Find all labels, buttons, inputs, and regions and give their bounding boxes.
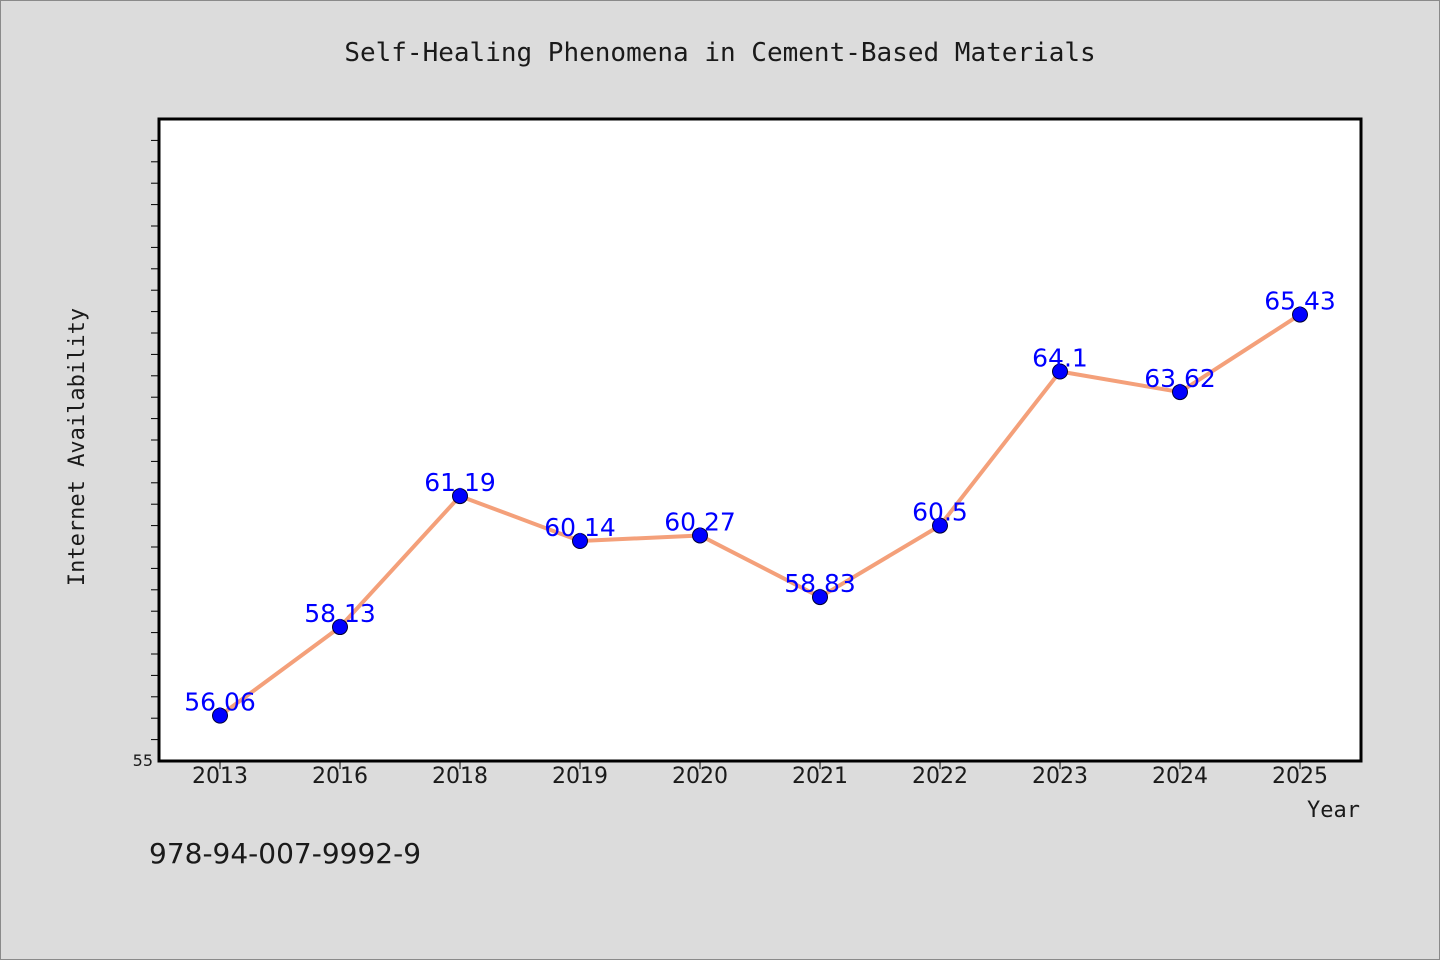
x-tick-label: 2019 — [552, 764, 608, 789]
x-tick-label: 2013 — [192, 764, 248, 789]
x-tick-label: 2016 — [312, 764, 368, 789]
data-label: 58.13 — [304, 599, 376, 628]
series-line-group — [218, 312, 1302, 718]
x-tick-label: 2021 — [792, 764, 848, 789]
data-point — [1172, 384, 1188, 401]
y-axis-ticks — [151, 139, 159, 741]
x-tick-label: 2020 — [672, 764, 728, 789]
x-tick-label: 2023 — [1032, 764, 1088, 789]
data-label: 64.1 — [1032, 344, 1088, 373]
data-point — [1292, 306, 1308, 323]
data-point — [812, 589, 828, 606]
data-point — [332, 619, 348, 636]
x-axis-ticks: 2013 2016 2018 2019 2020 2021 2022 2023 2024 2025 — [192, 761, 1328, 789]
data-label: 58.83 — [784, 569, 856, 598]
x-tick-label: 2025 — [1272, 764, 1328, 789]
data-labels-group: 56.06 58.13 61.19 60.14 60.27 58.83 60.5 64.1 63… — [184, 287, 1336, 717]
data-label: 63.62 — [1144, 364, 1216, 393]
data-label: 61.19 — [424, 468, 496, 497]
data-label: 65.43 — [1264, 287, 1336, 316]
plot-area — [157, 117, 1363, 763]
x-axis-label: Year — [1307, 798, 1360, 823]
data-label: 60.27 — [664, 507, 736, 536]
data-point — [932, 517, 948, 534]
series-line — [218, 312, 1302, 718]
series-points-group — [212, 306, 1308, 724]
isbn-footer: 978-94-007-9992-9 — [149, 837, 421, 870]
x-tick-label: 2024 — [1152, 764, 1208, 789]
y-tick-label: 55 — [133, 751, 153, 770]
data-point — [692, 527, 708, 544]
data-point — [212, 707, 228, 724]
data-label: 60.14 — [544, 513, 616, 542]
data-point — [452, 488, 468, 505]
data-label: 56.06 — [184, 688, 256, 717]
data-point — [572, 533, 588, 550]
chart-title: Self-Healing Phenomena in Cement-Based M… — [344, 38, 1095, 68]
x-tick-label: 2018 — [432, 764, 488, 789]
x-tick-label: 2022 — [912, 764, 968, 789]
y-axis-label: Internet Availability — [65, 308, 90, 586]
data-label: 60.5 — [912, 498, 968, 527]
data-point — [1052, 363, 1068, 380]
